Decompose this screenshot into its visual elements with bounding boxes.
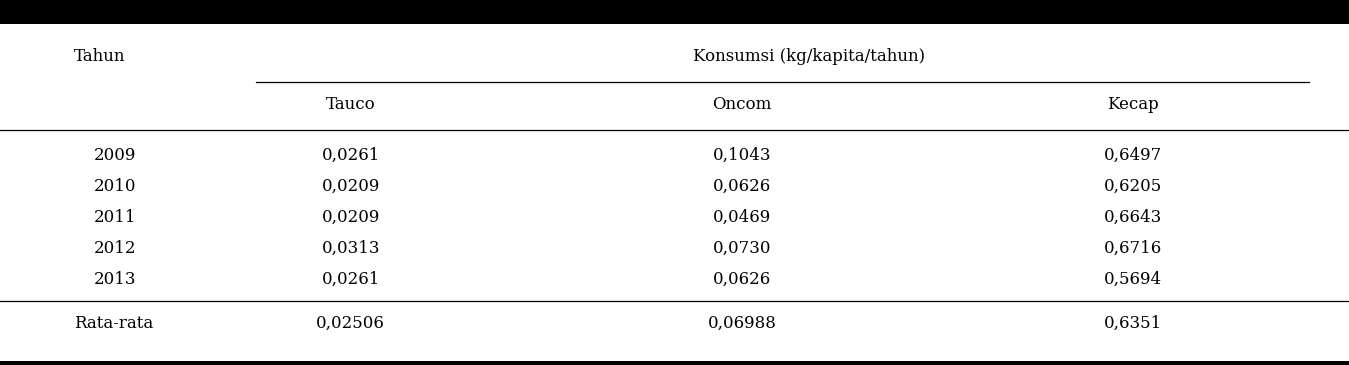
Text: Kecap: Kecap	[1108, 96, 1159, 112]
Text: 0,0261: 0,0261	[321, 147, 380, 164]
Text: 0,0626: 0,0626	[712, 178, 772, 195]
Text: 0,0313: 0,0313	[321, 240, 380, 257]
Text: 0,0469: 0,0469	[712, 209, 772, 226]
Text: 0,0261: 0,0261	[321, 271, 380, 288]
Text: 0,1043: 0,1043	[712, 147, 772, 164]
Text: 0,0209: 0,0209	[321, 178, 380, 195]
Bar	[0, 20, 1349, 24]
Text: 0,5694: 0,5694	[1103, 271, 1163, 288]
Text: 0,6205: 0,6205	[1103, 178, 1163, 195]
Text: 0,6497: 0,6497	[1103, 147, 1163, 164]
Text: 2013: 2013	[93, 271, 136, 288]
Text: Rata-rata: Rata-rata	[74, 315, 154, 331]
Text: 0,6351: 0,6351	[1103, 315, 1163, 331]
Text: Tahun: Tahun	[74, 48, 125, 65]
Text: Konsumsi (kg/kapita/tahun): Konsumsi (kg/kapita/tahun)	[693, 48, 925, 65]
Text: 0,6716: 0,6716	[1103, 240, 1163, 257]
Bar	[0, 361, 1349, 365]
Text: 0,0730: 0,0730	[712, 240, 772, 257]
Bar	[0, 0, 1349, 20]
Text: 2009: 2009	[93, 147, 136, 164]
Text: Tauco: Tauco	[326, 96, 375, 112]
Text: 0,0626: 0,0626	[712, 271, 772, 288]
Text: 0,06988: 0,06988	[707, 315, 777, 331]
Text: 0,0209: 0,0209	[321, 209, 380, 226]
Text: 2011: 2011	[93, 209, 136, 226]
Text: 2010: 2010	[93, 178, 136, 195]
Text: 0,02506: 0,02506	[316, 315, 386, 331]
Text: 2012: 2012	[93, 240, 136, 257]
Text: 0,6643: 0,6643	[1103, 209, 1163, 226]
Text: Oncom: Oncom	[712, 96, 772, 112]
